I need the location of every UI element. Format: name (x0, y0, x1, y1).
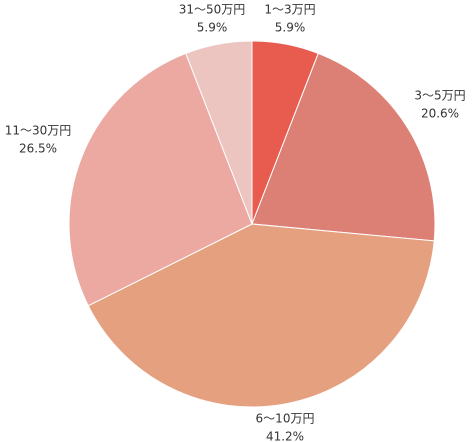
slice-label: 1～3万円 (264, 3, 315, 17)
slice-value-label: 41.2% (266, 430, 304, 442)
slice-value-label: 5.9% (197, 21, 228, 35)
slice-value-label: 5.9% (275, 21, 306, 35)
slice-label: 3～5万円 (414, 89, 465, 103)
slice-label: 31～50万円 (179, 3, 246, 17)
slice-label: 11～30万円 (5, 124, 72, 138)
slice-value-label: 26.5% (19, 142, 57, 156)
slice-label: 6～10万円 (256, 412, 315, 426)
slice-value-label: 20.6% (421, 107, 459, 121)
pie-slice (68, 52, 253, 307)
pie-slice (185, 40, 253, 225)
pie-slice (87, 223, 435, 408)
pie-slice (251, 52, 436, 242)
